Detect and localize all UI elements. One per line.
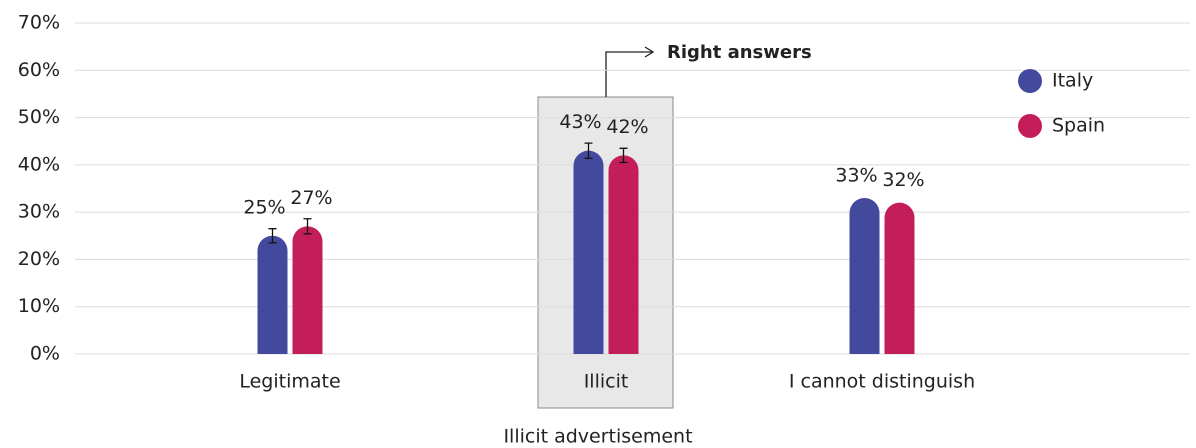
x-tick-label: I cannot distinguish [789, 371, 975, 393]
error-bar [268, 228, 277, 244]
x-axis-label: Illicit advertisement [503, 426, 692, 448]
bar [849, 197, 880, 354]
y-tick-label: 10% [18, 295, 60, 317]
bar [608, 155, 639, 354]
y-tick-label: 50% [18, 106, 60, 128]
x-tick-label: Legitimate [239, 371, 340, 393]
data-label: 32% [882, 169, 924, 191]
annotation: Right answers [667, 42, 812, 63]
error-bar [619, 147, 628, 164]
data-label: 27% [290, 187, 332, 209]
y-tick-label: 70% [18, 12, 60, 34]
bar [292, 226, 323, 354]
data-label: 42% [606, 116, 648, 138]
data-label: 33% [835, 164, 877, 186]
legend-swatch [1018, 69, 1042, 93]
y-tick-label: 0% [30, 343, 60, 365]
bar [257, 235, 288, 354]
error-bar [303, 218, 312, 235]
y-tick-label: 20% [18, 248, 60, 270]
x-tick-label: Illicit [584, 371, 629, 393]
legend-label: Italy [1052, 70, 1093, 92]
bar [573, 150, 604, 354]
y-tick-label: 40% [18, 153, 60, 175]
legend-swatch [1018, 114, 1042, 138]
error-bar [584, 142, 593, 159]
highlight-box [537, 96, 674, 409]
data-label: 43% [559, 111, 601, 133]
y-tick-label: 30% [18, 201, 60, 223]
legend-label: Spain [1052, 115, 1105, 137]
bar [884, 202, 915, 354]
y-tick-label: 60% [18, 59, 60, 81]
data-label: 25% [243, 196, 285, 218]
annotation-arrowhead [644, 46, 655, 58]
annotation-arrow [605, 51, 652, 97]
